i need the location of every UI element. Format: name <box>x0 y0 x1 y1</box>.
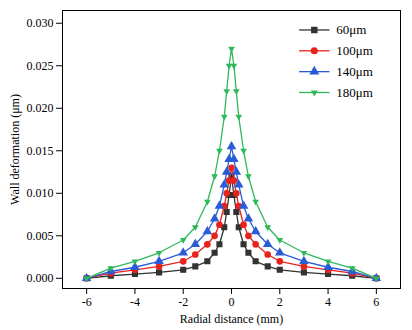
svg-text:0: 0 <box>229 295 235 309</box>
svg-text:2: 2 <box>277 295 283 309</box>
svg-text:60μm: 60μm <box>336 22 366 37</box>
svg-text:0.000: 0.000 <box>27 271 54 285</box>
svg-text:-2: -2 <box>178 295 188 309</box>
svg-text:0.030: 0.030 <box>27 16 54 30</box>
svg-text:-4: -4 <box>130 295 140 309</box>
svg-text:140μm: 140μm <box>336 64 373 79</box>
svg-text:0.025: 0.025 <box>27 59 54 73</box>
svg-text:Radial distance (mm): Radial distance (mm) <box>180 312 283 326</box>
svg-text:0.010: 0.010 <box>27 186 54 200</box>
svg-text:0.020: 0.020 <box>27 101 54 115</box>
svg-text:0.005: 0.005 <box>27 229 54 243</box>
svg-text:180μm: 180μm <box>336 85 373 100</box>
svg-text:Wall deformation (μm): Wall deformation (μm) <box>8 94 22 205</box>
svg-text:-6: -6 <box>82 295 92 309</box>
svg-text:100μm: 100μm <box>336 43 373 58</box>
svg-text:0.015: 0.015 <box>27 144 54 158</box>
svg-text:6: 6 <box>373 295 379 309</box>
svg-text:4: 4 <box>325 295 331 309</box>
